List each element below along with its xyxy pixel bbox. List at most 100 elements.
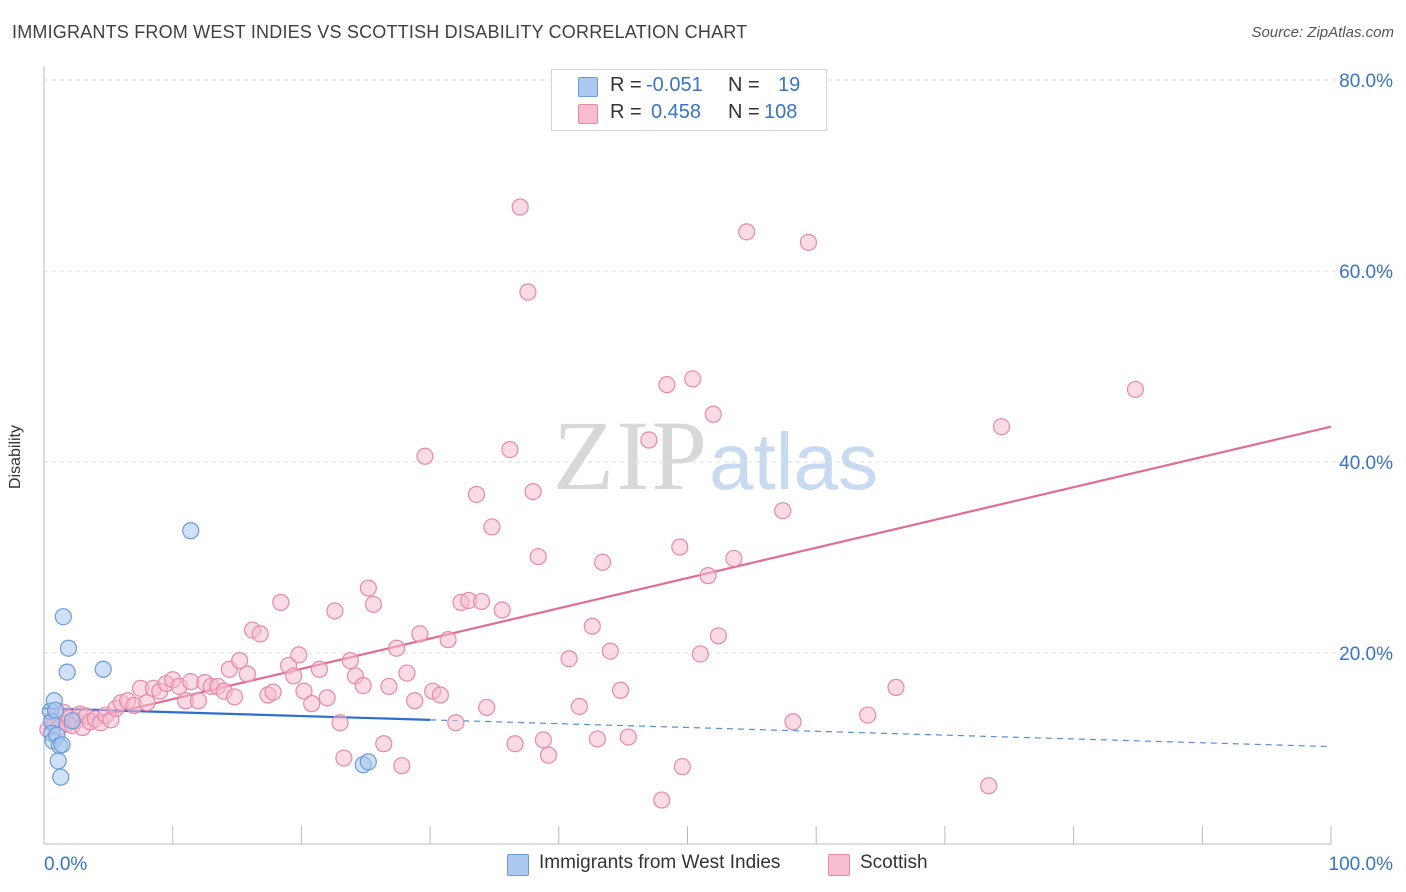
scottish-point [393,757,411,775]
stats-n-value: 19 [778,74,801,96]
legend-swatch-west-indies [507,854,529,876]
west-indies-point [182,522,200,540]
scottish-point [335,749,353,767]
scottish-point [411,625,429,643]
scottish-point [238,665,256,683]
scottish-point [601,642,619,660]
stats-swatch-west-indies [578,77,598,97]
scottish-point [534,731,552,749]
y-tick-label: 80.0% [1339,71,1393,92]
legend-label-scottish: Scottish [860,852,928,873]
scottish-point [447,714,465,732]
scottish-point [529,547,547,566]
scottish-point [784,713,802,731]
scottish-point [511,198,529,216]
scottish-point [524,483,542,501]
scottish-point [467,485,486,504]
scottish-point [272,593,290,611]
x-tick-label: 100.0% [1329,854,1394,875]
scottish-point [331,714,349,732]
stats-row-scottish: R = 0.458 N = 108 [552,101,826,127]
stats-r-value: -0.051 [646,74,703,96]
scottish-point [182,673,200,691]
scottish-point [671,538,689,556]
scottish-point [774,502,792,520]
legend-label-west-indies: Immigrants from West Indies [539,852,781,873]
scottish-point [519,283,537,301]
scottish-point [684,370,702,388]
scottish-point [588,730,607,748]
scottish-point [691,645,709,663]
scottish-point [501,440,519,459]
scottish-point [264,683,282,701]
y-tick-label: 60.0% [1339,262,1393,283]
scottish-point [310,660,329,678]
scottish-point [138,694,156,712]
scottish-point [231,652,249,670]
scottish-point [416,447,434,465]
scottish-point [341,652,359,670]
stats-r-label: R = [610,74,642,96]
scottish-point [285,667,303,685]
scottish-point [354,676,372,695]
stats-n-label: N = [728,74,760,96]
scottish-point [295,682,313,700]
scottish-point [478,698,496,717]
scottish-point [506,735,524,753]
scottish-point [799,233,818,251]
scottish-point [859,706,877,724]
scottish-point [398,664,416,682]
scottish-point [388,639,406,657]
scottish-point [887,678,905,696]
scottish-point [725,549,743,568]
grid-layer [44,79,1394,654]
stats-r-label: R = [610,101,642,123]
scottish-point [619,728,637,746]
west-indies-point [63,712,81,730]
scottish-point [483,518,501,536]
scottish-point [359,579,377,597]
scottish-point [326,602,344,620]
stats-n-label: N = [728,101,760,123]
scottish-point [1126,380,1144,399]
scottish-point [251,625,269,643]
chart-title: IMMIGRANTS FROM WEST INDIES VS SCOTTISH … [12,22,748,42]
scottish-point [225,688,244,706]
scottish-point [375,735,393,753]
scottish-point [570,697,588,716]
west-indies-point [46,701,65,719]
scottish-point [290,646,308,664]
stats-r-value: 0.458 [651,101,702,123]
scottish-point [593,553,612,571]
stats-box: R = -0.051 N = 19 R = 0.458 N = 108 [551,69,827,131]
x-tick-label: 0.0% [44,854,87,875]
west-indies-point [58,663,76,681]
scottish-point [658,376,676,394]
west-indies-point [94,660,112,678]
scottish-point [704,405,722,423]
scottish-point [709,627,727,645]
tick-label-layer: 20.0% 40.0% 60.0% 80.0% 0.0% 100.0% [44,71,1393,875]
y-tick-label: 40.0% [1339,453,1393,474]
scottish-point [189,692,208,710]
source-label: Source: ZipAtlas.com [1251,24,1394,41]
west-indies-point [52,768,70,786]
stats-swatch-scottish [578,104,598,124]
west-indies-point [54,608,72,626]
scottish-point [640,431,658,449]
scottish-point [539,746,558,764]
stats-row-west-indies: R = -0.051 N = 19 [552,74,826,100]
scottish-point [699,567,717,585]
stats-n-value: 108 [764,101,798,123]
scottish-point [318,689,336,707]
west-indies-point [53,736,71,754]
scottish-point [472,592,491,611]
scottish-point [303,695,321,713]
west-indies-point [359,753,377,771]
scottish-point [583,617,601,635]
y-tick-label: 20.0% [1339,644,1393,665]
scottish-point [560,650,578,668]
west-indies-point [59,639,78,657]
scottish-point [364,595,383,613]
